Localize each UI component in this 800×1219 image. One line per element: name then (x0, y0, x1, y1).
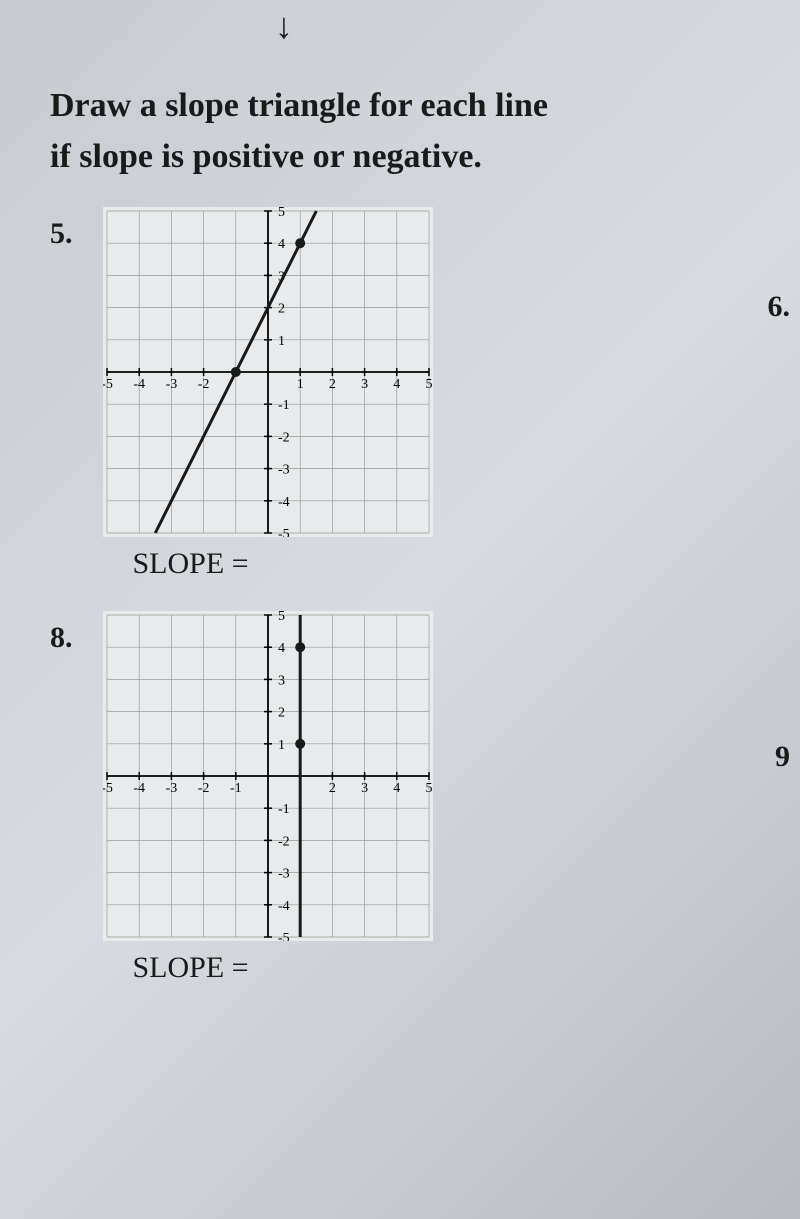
svg-text:-3: -3 (278, 867, 290, 882)
svg-text:-3: -3 (165, 377, 177, 392)
svg-text:-2: -2 (197, 377, 209, 392)
svg-text:3: 3 (361, 781, 368, 796)
problem-number: 5. (50, 217, 73, 251)
slope-label: SLOPE = (133, 547, 433, 581)
svg-text:-1: -1 (278, 398, 290, 413)
svg-text:-4: -4 (133, 377, 145, 392)
svg-text:2: 2 (328, 781, 335, 796)
svg-text:-4: -4 (133, 781, 145, 796)
svg-text:-3: -3 (278, 463, 290, 478)
svg-text:5: 5 (425, 377, 432, 392)
svg-text:4: 4 (393, 377, 400, 392)
svg-text:-2: -2 (197, 781, 209, 796)
svg-text:-5: -5 (278, 527, 290, 537)
svg-text:-3: -3 (165, 781, 177, 796)
graph-wrapper: -5-4-3-21234512345-1-2-3-4-5SLOPE = (103, 207, 433, 581)
svg-text:4: 4 (393, 781, 400, 796)
problem-row: 8. -5 -4 -3 -2 -1 2 3 4 5 1 2 3 4 5 -1 -2 -3 -4 -5 SLOPE = (50, 611, 750, 985)
coordinate-grid: -5 -4 -3 -2 -1 2 3 4 5 1 2 3 4 5 -1 -2 -3 -4 -5 (103, 611, 433, 941)
svg-text:4: 4 (278, 237, 285, 252)
svg-text:2: 2 (278, 706, 285, 721)
next-problem-number: 9 (775, 740, 790, 774)
problem-row: 5.-5-4-3-21234512345-1-2-3-4-5SLOPE = (50, 207, 750, 581)
svg-text:1: 1 (278, 738, 285, 753)
svg-text:1: 1 (296, 377, 303, 392)
svg-text:3: 3 (278, 673, 285, 688)
svg-text:-5: -5 (103, 781, 113, 796)
problem-number: 8. (50, 621, 73, 655)
down-arrow-icon: ↓ (275, 5, 293, 47)
svg-text:1: 1 (278, 334, 285, 349)
slope-label: SLOPE = (133, 951, 433, 985)
coordinate-grid: -5-4-3-21234512345-1-2-3-4-5 (103, 207, 433, 537)
svg-text:-5: -5 (103, 377, 113, 392)
svg-text:2: 2 (278, 302, 285, 317)
svg-text:4: 4 (278, 641, 285, 656)
svg-text:-2: -2 (278, 430, 290, 445)
svg-text:-4: -4 (278, 899, 290, 914)
instructions-line1: Draw a slope triangle for each line (50, 80, 750, 131)
svg-text:5: 5 (278, 611, 285, 624)
svg-text:-1: -1 (278, 802, 290, 817)
svg-text:-1: -1 (229, 781, 241, 796)
svg-text:-4: -4 (278, 495, 290, 510)
svg-text:-2: -2 (278, 834, 290, 849)
graph-wrapper: -5 -4 -3 -2 -1 2 3 4 5 1 2 3 4 5 -1 -2 -3 -4 -5 SLOPE = (103, 611, 433, 985)
next-problem-number: 6. (768, 290, 791, 324)
svg-text:3: 3 (361, 377, 368, 392)
svg-text:-5: -5 (278, 931, 290, 941)
instructions-line2: if slope is positive or negative. (50, 131, 750, 182)
svg-text:5: 5 (278, 207, 285, 220)
svg-text:2: 2 (328, 377, 335, 392)
instructions-text: Draw a slope triangle for each line if s… (50, 80, 750, 182)
svg-text:5: 5 (425, 781, 432, 796)
